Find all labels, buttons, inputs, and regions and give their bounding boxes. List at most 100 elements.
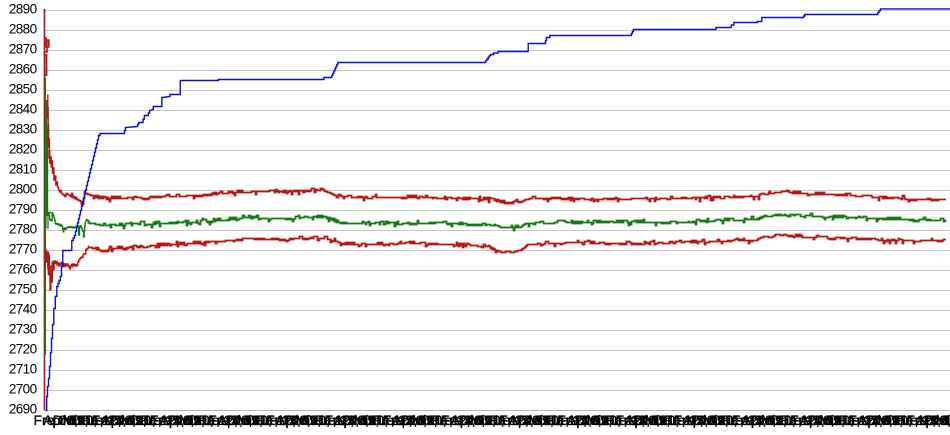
svg-text:Don 12,: Don 12,	[480, 412, 529, 428]
svg-text:Die 10,: Die 10,	[286, 412, 330, 428]
svg-text:Fre 06,: Fre 06,	[34, 412, 78, 428]
svg-text:Don 12,: Don 12,	[945, 412, 950, 428]
svg-text:Fre 13,: Fre 13,	[198, 412, 242, 428]
svg-text:Fre 06,: Fre 06,	[848, 412, 892, 428]
svg-text:Mit 11,: Mit 11,	[295, 412, 336, 428]
svg-text:Apr 09,: Apr 09,	[625, 412, 670, 428]
svg-text:Fre 13,: Fre 13,	[431, 412, 475, 428]
svg-text:Fre 06,: Fre 06,	[674, 412, 718, 428]
svg-text:Don 12,: Don 12,	[131, 412, 180, 428]
svg-text:2750: 2750	[9, 282, 37, 297]
svg-text:2700: 2700	[9, 382, 37, 397]
svg-text:Fre 13,: Fre 13,	[315, 412, 359, 428]
svg-text:Fre 06,: Fre 06,	[383, 412, 427, 428]
svg-text:Fre 06,: Fre 06,	[557, 412, 601, 428]
svg-text:Mit 11,: Mit 11,	[470, 412, 511, 428]
svg-text:Die 10,: Die 10,	[228, 412, 272, 428]
svg-text:2820: 2820	[9, 142, 37, 157]
svg-text:Don 12,: Don 12,	[596, 412, 645, 428]
svg-text:Mit 11,: Mit 11,	[877, 412, 918, 428]
svg-text:Fre 13,: Fre 13,	[664, 412, 708, 428]
svg-text:Don 12,: Don 12,	[189, 412, 238, 428]
svg-text:Apr 09,: Apr 09,	[800, 412, 845, 428]
svg-text:Fre 06,: Fre 06,	[150, 412, 194, 428]
svg-text:Fre 06,: Fre 06,	[441, 412, 485, 428]
svg-text:Apr 09,: Apr 09,	[43, 412, 88, 428]
svg-text:Die 10,: Die 10,	[635, 412, 679, 428]
svg-text:Don 12,: Don 12,	[247, 412, 296, 428]
svg-text:2770: 2770	[9, 242, 37, 257]
svg-text:Apr 09,: Apr 09,	[567, 412, 612, 428]
svg-text:2690: 2690	[9, 402, 37, 417]
svg-text:Apr 09,: Apr 09,	[392, 412, 437, 428]
svg-text:Die 10,: Die 10,	[868, 412, 912, 428]
svg-text:Mit 11,: Mit 11,	[528, 412, 569, 428]
svg-text:Die 10,: Die 10,	[693, 412, 737, 428]
svg-text:Apr 09,: Apr 09,	[276, 412, 321, 428]
svg-text:Don 12,: Don 12,	[422, 412, 471, 428]
svg-text:Fre 06,: Fre 06,	[907, 412, 950, 428]
svg-text:Don 12,: Don 12,	[363, 412, 412, 428]
svg-text:Mit 11,: Mit 11,	[354, 412, 395, 428]
svg-text:Fre 13,: Fre 13,	[548, 412, 592, 428]
svg-text:Mit 11,: Mit 11,	[645, 412, 686, 428]
svg-text:Apr 09,: Apr 09,	[218, 412, 263, 428]
svg-text:Don 12,: Don 12,	[771, 412, 820, 428]
svg-text:Mit 11,: Mit 11,	[703, 412, 744, 428]
svg-text:Don 12,: Don 12,	[72, 412, 121, 428]
svg-text:Apr 09,: Apr 09,	[742, 412, 787, 428]
svg-text:Fre 13,: Fre 13,	[82, 412, 126, 428]
svg-text:Apr 09,: Apr 09,	[334, 412, 379, 428]
svg-text:Die 10,: Die 10,	[169, 412, 213, 428]
svg-text:2860: 2860	[9, 62, 37, 77]
svg-text:Fre 06,: Fre 06,	[266, 412, 310, 428]
svg-text:Apr 09,: Apr 09,	[683, 412, 728, 428]
svg-text:2830: 2830	[9, 122, 37, 137]
svg-text:Mit 11,: Mit 11,	[121, 412, 162, 428]
svg-text:Don 12,: Don 12,	[713, 412, 762, 428]
svg-text:Fre 06,: Fre 06,	[616, 412, 660, 428]
svg-text:Mit 11,: Mit 11,	[237, 412, 278, 428]
svg-text:Fre 06,: Fre 06,	[208, 412, 252, 428]
svg-text:Mit 11,: Mit 11,	[819, 412, 860, 428]
svg-text:Mit 11,: Mit 11,	[63, 412, 104, 428]
svg-text:Fre 06,: Fre 06,	[92, 412, 136, 428]
svg-text:Don 12,: Don 12,	[538, 412, 587, 428]
svg-text:Fre 13,: Fre 13,	[839, 412, 883, 428]
svg-text:2780: 2780	[9, 222, 37, 237]
svg-text:Don 12,: Don 12,	[305, 412, 354, 428]
svg-text:Apr 09,: Apr 09,	[916, 412, 950, 428]
svg-text:Don 12,: Don 12,	[887, 412, 936, 428]
svg-text:Apr 09,: Apr 09,	[160, 412, 205, 428]
svg-text:Fre 13,: Fre 13,	[897, 412, 941, 428]
svg-text:2840: 2840	[9, 102, 37, 117]
svg-text:Fre 06,: Fre 06,	[499, 412, 543, 428]
svg-text:Die 10,: Die 10,	[53, 412, 97, 428]
svg-text:Die 10,: Die 10,	[577, 412, 621, 428]
svg-text:Apr 09,: Apr 09,	[451, 412, 496, 428]
svg-text:Don 12,: Don 12,	[829, 412, 878, 428]
svg-text:Die 10,: Die 10,	[519, 412, 563, 428]
svg-text:Fre 13,: Fre 13,	[140, 412, 184, 428]
svg-text:Fre 13,: Fre 13,	[257, 412, 301, 428]
svg-text:Die 10,: Die 10,	[751, 412, 795, 428]
svg-text:Die 10,: Die 10,	[344, 412, 388, 428]
svg-text:2730: 2730	[9, 322, 37, 337]
svg-text:2720: 2720	[9, 342, 37, 357]
svg-text:Fre 06,: Fre 06,	[790, 412, 834, 428]
svg-text:Apr 09,: Apr 09,	[858, 412, 903, 428]
svg-text:2850: 2850	[9, 82, 37, 97]
svg-text:Die 10,: Die 10,	[460, 412, 504, 428]
svg-text:Fre 06,: Fre 06,	[325, 412, 369, 428]
svg-text:Apr 09,: Apr 09,	[101, 412, 146, 428]
svg-text:Fre 06,: Fre 06,	[732, 412, 776, 428]
svg-text:Mit 11,: Mit 11,	[761, 412, 802, 428]
svg-text:Mit 11,: Mit 11,	[936, 412, 950, 428]
svg-text:2740: 2740	[9, 302, 37, 317]
svg-text:Fre 13,: Fre 13,	[606, 412, 650, 428]
svg-text:Die 10,: Die 10,	[402, 412, 446, 428]
svg-text:Fre 13,: Fre 13,	[780, 412, 824, 428]
svg-text:2710: 2710	[9, 362, 37, 377]
svg-text:Die 10,: Die 10,	[810, 412, 854, 428]
svg-text:Die 10,: Die 10,	[111, 412, 155, 428]
